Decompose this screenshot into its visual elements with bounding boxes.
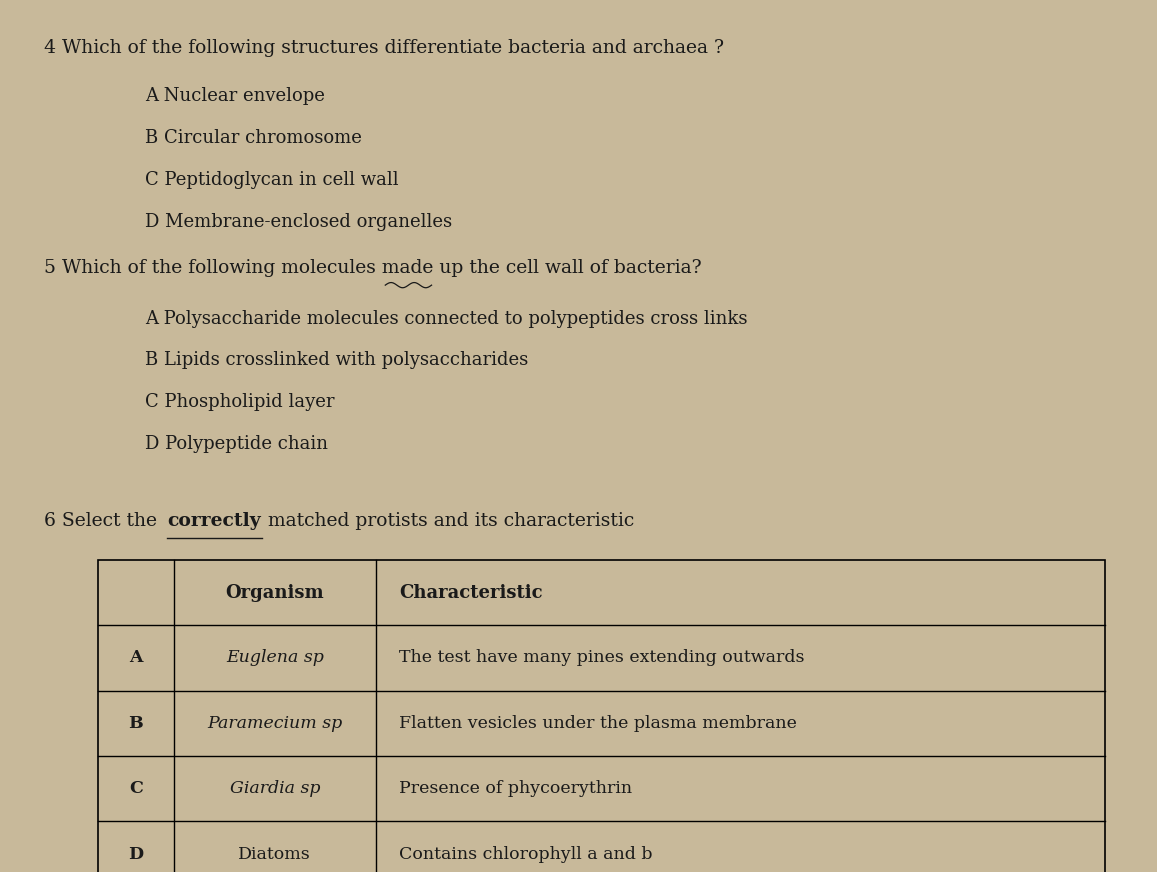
Text: Euglena sp: Euglena sp — [226, 650, 324, 666]
Text: Presence of phycoerythrin: Presence of phycoerythrin — [399, 780, 632, 797]
Text: B: B — [128, 715, 143, 732]
Text: A: A — [130, 650, 142, 666]
Text: matched protists and its characteristic: matched protists and its characteristic — [261, 512, 634, 530]
Bar — [98, 560, 1105, 872]
Text: B Circular chromosome: B Circular chromosome — [145, 129, 361, 147]
Text: Diatoms: Diatoms — [238, 846, 311, 862]
Text: D: D — [128, 846, 143, 862]
Text: D Polypeptide chain: D Polypeptide chain — [145, 435, 327, 453]
Text: 5 Which of the following molecules made up the cell wall of bacteria?: 5 Which of the following molecules made … — [44, 259, 701, 277]
Text: The test have many pines extending outwards: The test have many pines extending outwa… — [399, 650, 804, 666]
Text: Contains chlorophyll a and b: Contains chlorophyll a and b — [399, 846, 653, 862]
Text: C: C — [130, 780, 142, 797]
Text: Characteristic: Characteristic — [399, 583, 543, 602]
Text: Paramecium sp: Paramecium sp — [207, 715, 342, 732]
Text: Giardia sp: Giardia sp — [229, 780, 320, 797]
Text: 6 Select the: 6 Select the — [44, 512, 163, 530]
Text: D Membrane-enclosed organelles: D Membrane-enclosed organelles — [145, 213, 451, 231]
Text: 4 Which of the following structures differentiate bacteria and archaea ?: 4 Which of the following structures diff… — [44, 39, 724, 58]
Text: C Phospholipid layer: C Phospholipid layer — [145, 393, 334, 412]
Text: Organism: Organism — [226, 583, 324, 602]
Text: A Nuclear envelope: A Nuclear envelope — [145, 87, 324, 106]
Text: C Peptidoglycan in cell wall: C Peptidoglycan in cell wall — [145, 171, 398, 189]
Text: A Polysaccharide molecules connected to polypeptides cross links: A Polysaccharide molecules connected to … — [145, 310, 747, 328]
Text: B Lipids crosslinked with polysaccharides: B Lipids crosslinked with polysaccharide… — [145, 351, 528, 370]
Text: Flatten vesicles under the plasma membrane: Flatten vesicles under the plasma membra… — [399, 715, 797, 732]
Text: correctly: correctly — [168, 512, 261, 530]
